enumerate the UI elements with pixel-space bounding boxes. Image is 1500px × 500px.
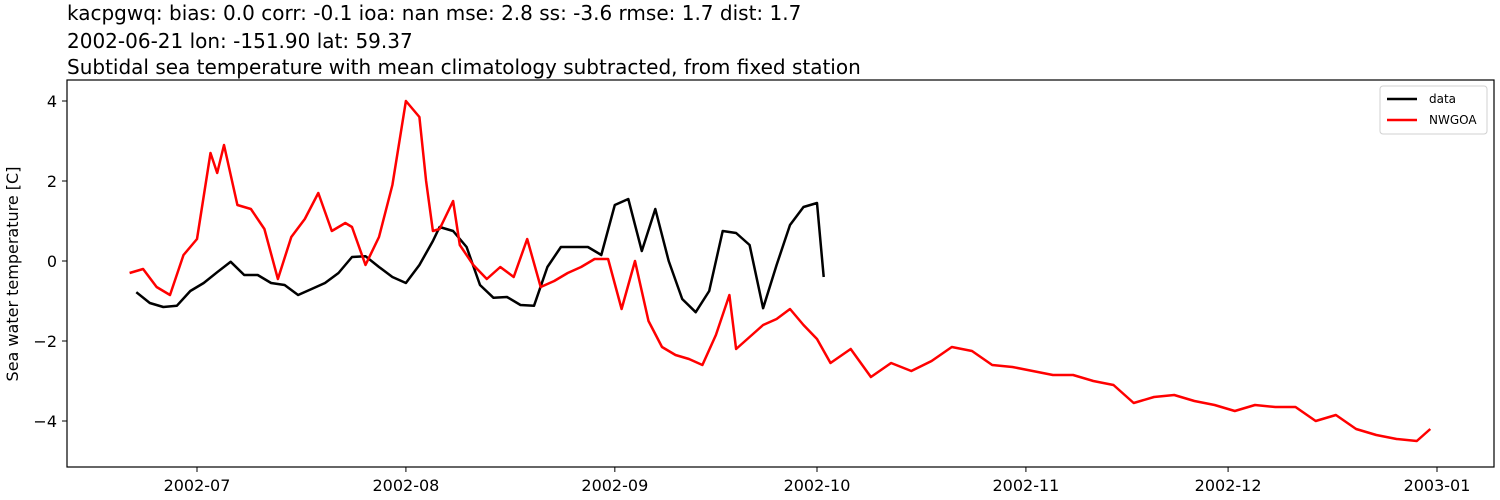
x-tick-label: 2002-12 [1195, 476, 1262, 495]
y-axis: −4 −2 0 2 4 [33, 92, 67, 431]
x-tick-label: 2002-10 [784, 476, 851, 495]
y-axis-label: Sea water temperature [C] [3, 167, 22, 382]
x-tick-label: 2002-11 [992, 476, 1059, 495]
chart-title-description: Subtidal sea temperature with mean clima… [67, 55, 861, 79]
x-tick-label: 2002-07 [164, 476, 231, 495]
legend: data NWGOA [1379, 85, 1488, 135]
x-tick-label: 2002-08 [372, 476, 439, 495]
y-tick-label: 0 [47, 252, 57, 271]
y-tick-label: 2 [47, 172, 57, 191]
series-layer [129, 99, 1432, 443]
series-line-nwgoa [129, 99, 1432, 443]
x-axis: 2002-07 2002-08 2002-09 2002-10 2002-11 2002-… [164, 467, 1471, 495]
plot-frame [66, 79, 1495, 468]
y-tick-label: 4 [47, 92, 57, 111]
legend-label-nwgoa: NWGOA [1429, 113, 1477, 127]
y-tick-label: −4 [33, 412, 57, 431]
chart-title-stats: kacpgwq: bias: 0.0 corr: -0.1 ioa: nan m… [67, 1, 802, 25]
legend-label-data: data [1429, 92, 1456, 106]
series-line-data [135, 197, 825, 314]
x-tick-label: 2003-01 [1404, 476, 1471, 495]
chart-title-location: 2002-06-21 lon: -151.90 lat: 59.37 [67, 29, 413, 53]
y-tick-label: −2 [33, 332, 57, 351]
x-tick-label: 2002-09 [581, 476, 648, 495]
